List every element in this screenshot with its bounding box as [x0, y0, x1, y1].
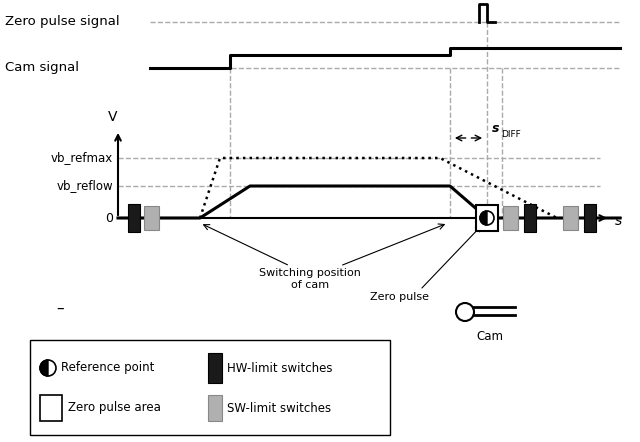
Text: s: s	[492, 122, 499, 135]
Bar	[40, 395, 62, 421]
Bar	[563, 206, 577, 230]
Text: SW-limit switches: SW-limit switches	[227, 401, 331, 415]
Bar	[208, 395, 222, 421]
Text: HW-limit switches: HW-limit switches	[227, 362, 333, 374]
Bar	[524, 204, 536, 232]
Bar	[584, 204, 596, 232]
Text: 0: 0	[105, 212, 113, 225]
Bar	[128, 204, 140, 232]
Text: Cam: Cam	[477, 330, 504, 343]
Bar	[143, 206, 159, 230]
Wedge shape	[40, 360, 48, 376]
Bar	[30, 340, 390, 435]
Text: s: s	[615, 214, 622, 228]
Bar	[208, 353, 222, 383]
Text: Zero pulse: Zero pulse	[371, 292, 429, 302]
Text: Zero pulse area: Zero pulse area	[68, 401, 161, 415]
Text: V: V	[108, 110, 118, 124]
Text: Reference point: Reference point	[61, 362, 154, 374]
Bar	[476, 205, 498, 231]
Text: Cam signal: Cam signal	[5, 61, 79, 75]
Wedge shape	[480, 211, 487, 225]
Text: –: –	[56, 301, 64, 316]
Text: Zero pulse signal: Zero pulse signal	[5, 15, 120, 28]
Text: vb_refmax: vb_refmax	[51, 152, 113, 164]
Text: vb_reflow: vb_reflow	[56, 179, 113, 193]
Bar	[502, 206, 518, 230]
Text: DIFF: DIFF	[501, 130, 521, 139]
Text: Switching position
of cam: Switching position of cam	[259, 268, 361, 290]
